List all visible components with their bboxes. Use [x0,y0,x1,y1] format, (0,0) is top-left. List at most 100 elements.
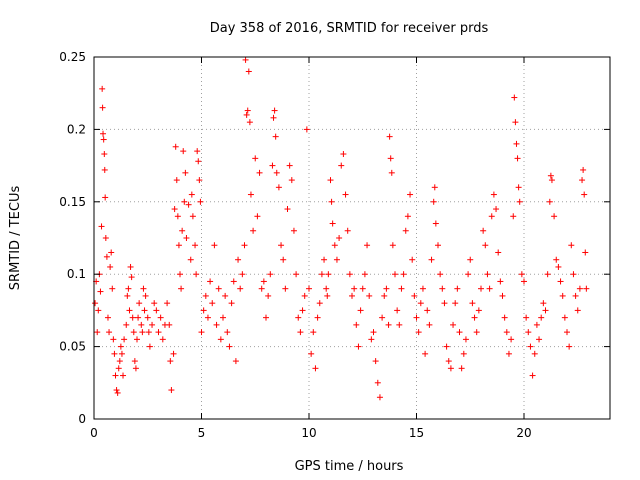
data-point [171,206,178,213]
data-point [290,227,297,234]
data-point [564,329,570,336]
data-point [327,177,334,184]
data-point [172,143,179,150]
x-tick-labels: 0 5 10 15 20 [90,426,531,440]
data-point [527,343,534,350]
data-point [547,172,554,179]
data-point [128,274,135,281]
data-point [101,166,108,173]
data-point [342,191,349,198]
data-point [99,85,106,92]
data-point [244,107,251,114]
data-point [180,148,187,155]
data-point [370,329,377,336]
data-point [407,191,414,198]
data-point [299,307,306,314]
data-point [140,285,147,292]
data-point [222,292,229,299]
data-point [179,227,186,234]
data-points [92,56,590,401]
data-point [368,336,375,343]
chart-title: Day 358 of 2016, SRMTID for receiver prd… [210,21,489,36]
data-point [576,285,583,292]
data-point [505,350,512,357]
data-point [351,285,358,292]
data-point [469,300,476,307]
data-point [182,169,189,176]
x-tick-label: 15 [409,426,424,440]
data-point [308,350,315,357]
data-point [164,300,171,307]
data-point [275,184,282,191]
data-point [224,329,231,336]
data-point [272,133,279,140]
data-point [149,321,156,328]
data-point [100,130,107,137]
y-tick-label: 0.1 [67,267,86,281]
data-point [280,256,287,263]
data-point [516,198,523,205]
data-point [566,343,573,350]
data-point [555,263,562,270]
data-point [361,271,368,278]
data-point [145,329,152,336]
data-point [441,300,448,307]
data-point [301,292,308,299]
data-point [141,307,148,314]
data-point [359,285,366,292]
data-point [136,300,143,307]
data-point [247,191,254,198]
data-point [142,292,149,299]
data-point [102,235,109,241]
data-point [346,271,353,278]
data-point [254,213,261,220]
data-point [478,285,484,292]
data-point [460,350,467,357]
data-point [324,292,331,299]
data-point [120,372,127,379]
data-point [109,285,116,292]
data-point [108,249,115,256]
data-point [551,213,558,220]
data-point [379,314,386,321]
data-point [531,350,538,357]
data-point [432,220,439,227]
data-point [228,300,235,307]
data-point [548,177,555,184]
data-point [239,271,246,278]
data-point [388,169,395,176]
data-point [396,321,403,328]
data-point [493,206,500,213]
data-point [166,321,173,328]
data-point [250,227,257,234]
data-point [424,307,431,314]
x-tick-label: 10 [301,426,316,440]
data-point [529,372,536,379]
data-point [130,329,137,336]
data-point [104,314,111,321]
data-point [458,365,465,372]
data-point [536,336,543,343]
data-point [501,314,508,321]
data-point [94,329,101,336]
data-point [126,307,133,314]
data-point [428,256,435,263]
data-point [467,256,474,263]
data-point [402,227,409,234]
data-point [230,278,237,285]
data-point [389,242,396,249]
data-point [583,285,590,292]
data-point [117,343,124,350]
data-point [213,321,220,328]
data-point [167,358,174,365]
axis-ticks [93,56,610,420]
data-point [521,278,527,285]
data-point [217,336,224,343]
data-point [127,263,134,270]
data-point [204,314,211,321]
data-point [480,227,487,234]
data-point [196,177,203,184]
data-point [316,300,323,307]
data-point [439,285,446,292]
